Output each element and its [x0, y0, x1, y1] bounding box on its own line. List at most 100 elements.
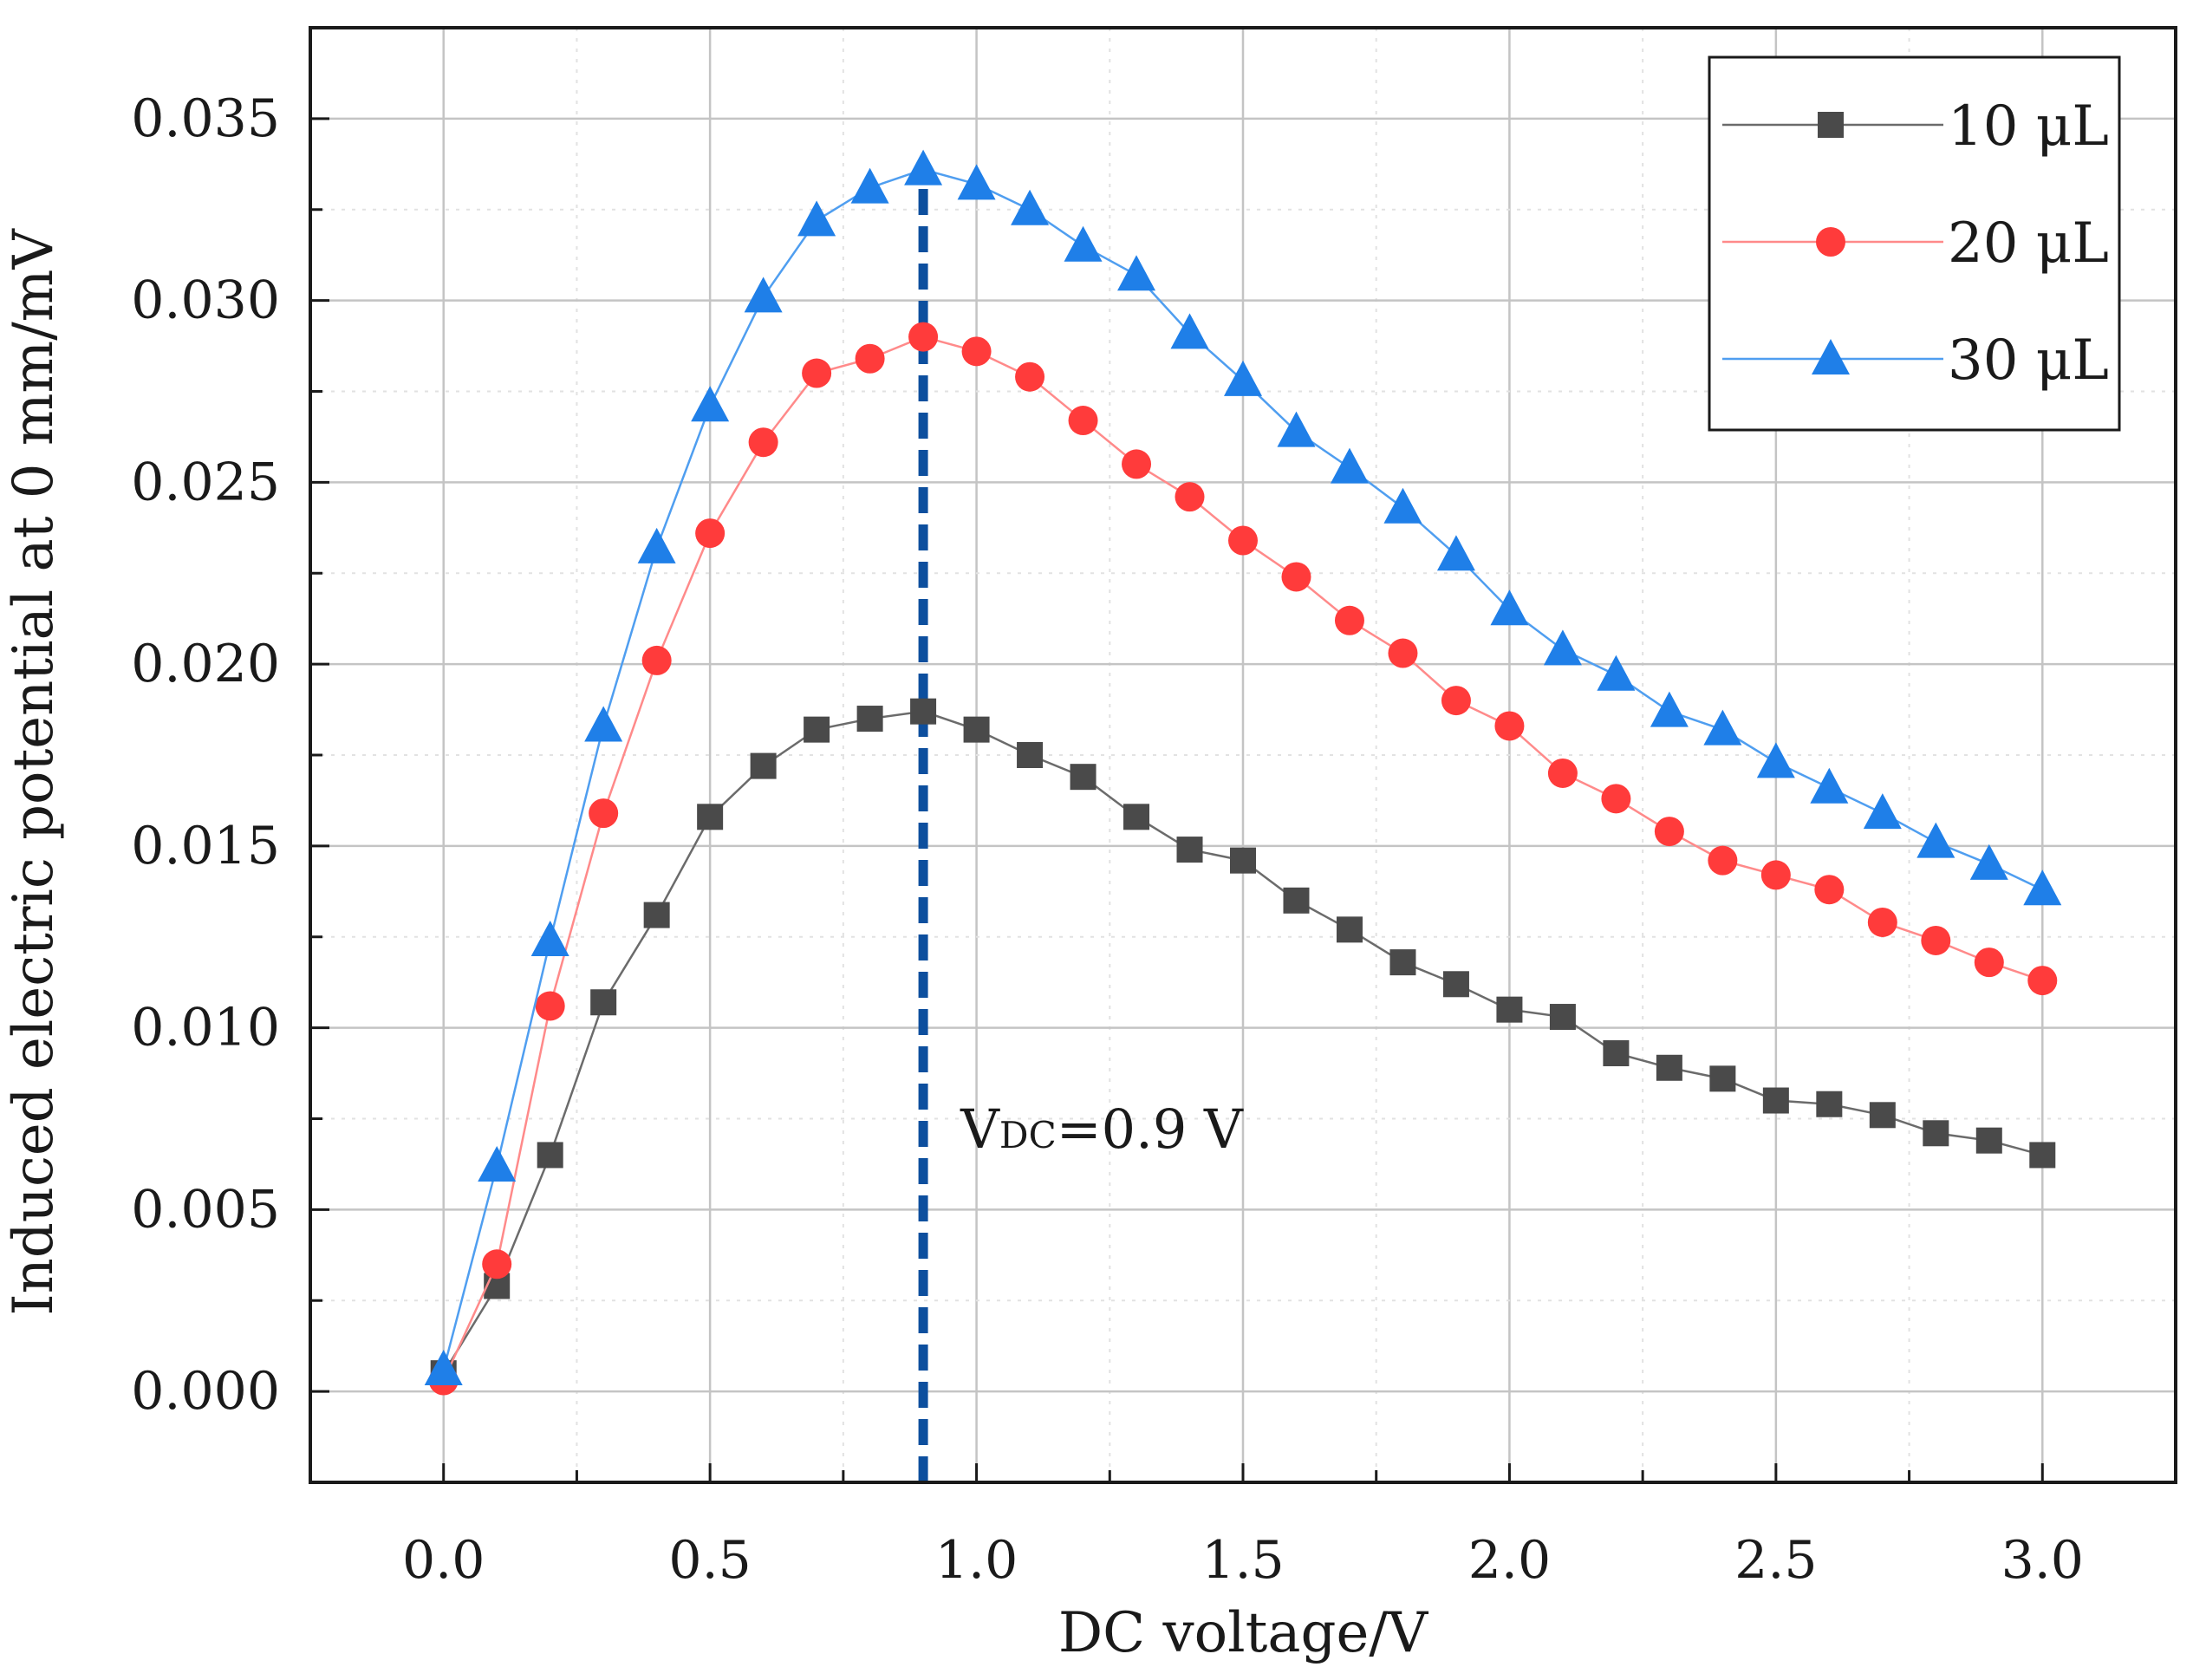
data-point-circle: [2027, 966, 2058, 996]
data-point-circle: [855, 343, 885, 374]
data-point-square: [1230, 847, 1256, 874]
axis-ticks: [310, 117, 2044, 1482]
y-tick-label: 0.015: [131, 816, 280, 876]
data-point-circle: [1654, 817, 1684, 847]
data-point-square: [1389, 949, 1416, 976]
data-point-triangle: [1330, 447, 1369, 484]
data-point-triangle: [691, 386, 730, 422]
y-tick-labels: 0.000 0.005 0.010 0.015 0.020 0.025 0.030 0.035: [131, 88, 280, 1422]
data-point-triangle: [424, 1349, 463, 1385]
data-point-square: [1336, 916, 1363, 943]
legend-box: [1708, 55, 2121, 432]
data-point-triangle: [637, 527, 676, 563]
data-point-circle: [535, 991, 565, 1021]
y-tick-label: 0.005: [131, 1179, 280, 1240]
vdc-annotation-subscript: DC: [999, 1114, 1057, 1156]
data-point-triangle: [1277, 411, 1316, 447]
data-point-triangle: [478, 1146, 517, 1182]
data-point-triangle: [1436, 535, 1475, 571]
data-point-square: [1176, 837, 1203, 863]
y-tick-label: 0.010: [131, 998, 280, 1058]
y-tick-label: 0.025: [131, 452, 280, 512]
data-point-triangle: [530, 920, 569, 956]
data-point-circle: [1175, 482, 1205, 512]
data-point-circle: [1867, 907, 1897, 937]
vdc-annotation: VDC=0.9 V: [960, 1097, 1244, 1161]
data-point-square: [643, 902, 670, 928]
data-point-circle: [641, 645, 672, 675]
data-point-circle: [1281, 562, 1311, 592]
legend-label: 30 μL: [1948, 329, 2109, 393]
data-point-circle: [1974, 947, 2004, 978]
data-point-triangle: [1224, 360, 1262, 396]
data-point-circle: [1921, 925, 1951, 955]
data-point-square: [2029, 1142, 2056, 1169]
x-tick-labels: 0.0 0.5 1.0 1.5 2.0 2.5 3.0: [402, 1530, 2084, 1591]
vdc-annotation-value: =0.9 V: [1057, 1097, 1244, 1161]
data-point-triangle: [1597, 654, 1636, 691]
data-point-square: [697, 804, 724, 830]
data-point-square: [750, 752, 777, 779]
data-point-square: [590, 989, 617, 1016]
data-point-triangle: [904, 149, 943, 186]
data-point-square: [1816, 1091, 1843, 1117]
data-point-circle: [1122, 449, 1152, 479]
x-axis-title: DC voltage/V: [1058, 1601, 1429, 1665]
legend-entries: 10 μL 20 μL 30 μL: [1722, 94, 2109, 393]
data-point-triangle: [1117, 255, 1156, 291]
data-point-triangle: [1810, 767, 1849, 804]
data-point-square: [1283, 887, 1310, 914]
data-point-circle: [1015, 361, 1045, 392]
x-tick-label: 1.0: [935, 1530, 1018, 1591]
x-tick-label: 2.0: [1468, 1530, 1551, 1591]
data-point-square: [804, 716, 830, 743]
legend-label: 20 μL: [1948, 212, 2109, 276]
data-point-triangle: [1703, 709, 1742, 746]
legend: 10 μL 20 μL 30 μL: [1708, 55, 2121, 432]
data-point-square: [1496, 996, 1523, 1023]
data-point-triangle: [1650, 691, 1689, 727]
data-point-circle: [1068, 406, 1098, 436]
data-point-square: [856, 706, 883, 733]
data-point-square: [1017, 742, 1044, 768]
data-point-square: [1070, 764, 1096, 791]
data-point-square: [1762, 1087, 1789, 1114]
data-point-square: [1549, 1004, 1576, 1031]
data-point-triangle: [1543, 629, 1582, 666]
legend-label: 10 μL: [1948, 94, 2109, 159]
legend-entry: 30 μL: [1722, 329, 2109, 393]
data-point-circle: [1601, 784, 1631, 814]
data-point-square: [537, 1142, 563, 1169]
legend-marker-circle: [1816, 227, 1845, 257]
data-point-triangle: [1383, 487, 1422, 524]
y-tick-label: 0.030: [131, 270, 280, 331]
legend-marker-square: [1818, 112, 1844, 138]
data-point-circle: [748, 427, 778, 458]
data-point-triangle: [1863, 793, 1902, 830]
data-point-square: [963, 716, 990, 743]
data-point-triangle: [1916, 822, 1955, 858]
data-point-triangle: [1064, 225, 1103, 262]
legend-entry: 10 μL: [1722, 94, 2109, 159]
data-point-square: [910, 698, 937, 725]
data-point-circle: [961, 336, 992, 367]
data-point-triangle: [2023, 869, 2062, 906]
data-point-triangle: [1969, 843, 2008, 880]
vdc-annotation-main: V: [960, 1097, 1000, 1161]
data-point-circle: [482, 1249, 512, 1280]
data-point-triangle: [744, 277, 783, 313]
data-point-circle: [1441, 686, 1471, 716]
x-tick-label: 1.5: [1201, 1530, 1284, 1591]
data-point-triangle: [850, 167, 889, 204]
data-point-circle: [1388, 638, 1418, 668]
data-point-circle: [908, 322, 939, 352]
series-group: [424, 149, 2062, 1396]
legend-entry: 20 μL: [1722, 212, 2109, 276]
y-tick-label: 0.035: [131, 88, 280, 149]
data-point-triangle: [1011, 189, 1050, 225]
x-tick-label: 0.5: [668, 1530, 751, 1591]
data-point-square: [1123, 804, 1150, 830]
data-point-circle: [802, 358, 832, 388]
data-point-square: [1975, 1127, 2002, 1154]
